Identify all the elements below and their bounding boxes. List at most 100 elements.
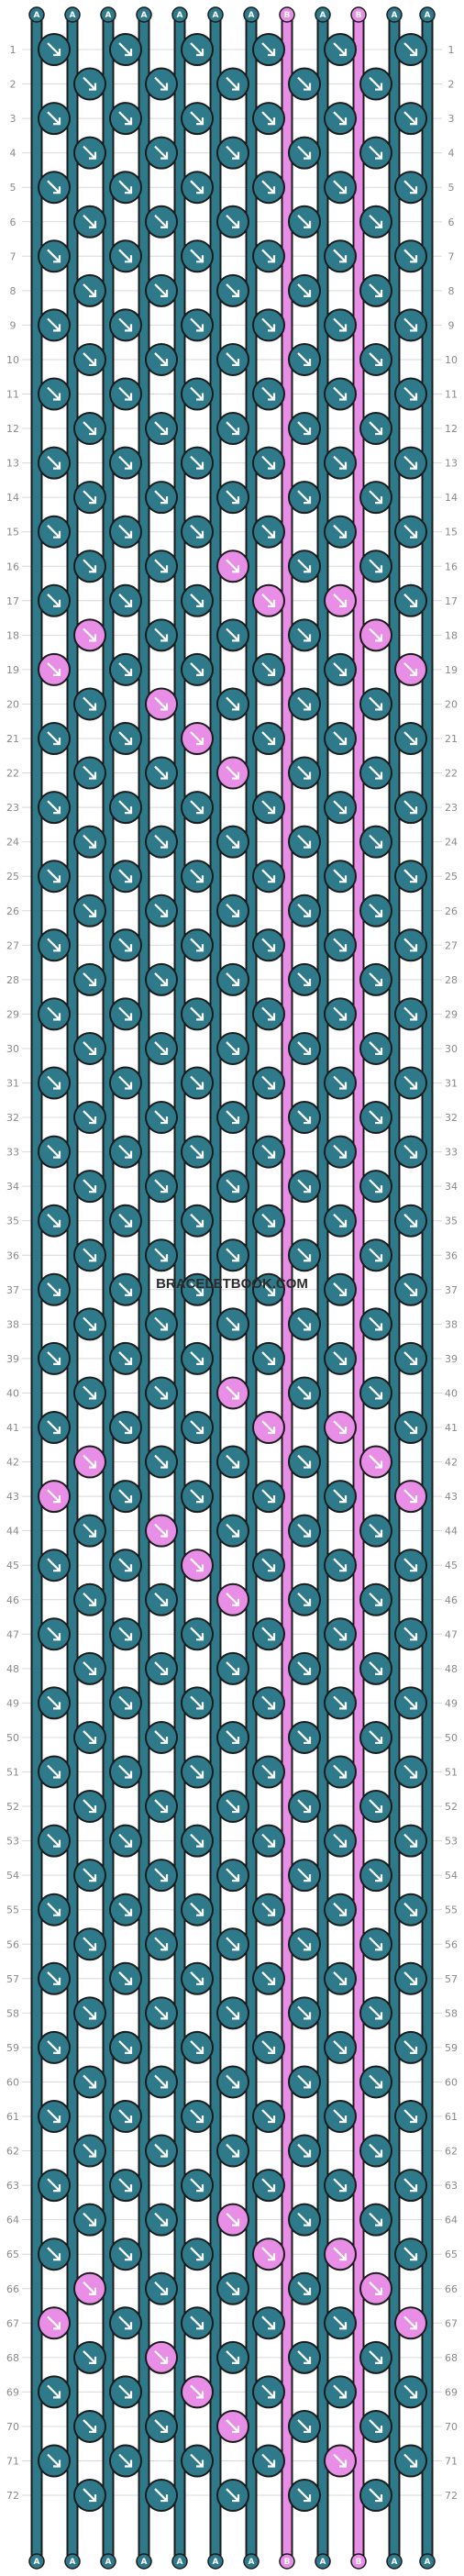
arrow-icon — [297, 145, 311, 160]
row-number-right: 35 — [445, 1216, 458, 1227]
knot-teal — [394, 1893, 427, 1926]
knot-teal — [109, 1480, 142, 1514]
strand-bottom-label: A — [34, 2558, 40, 2567]
arrow-icon — [297, 627, 311, 642]
row-number-left: 15 — [6, 527, 19, 539]
arrow-icon — [83, 76, 96, 91]
arrow-icon — [190, 1971, 204, 1985]
knot-teal — [252, 1617, 285, 1651]
strand-bottom-marker — [171, 2553, 188, 2570]
arrow-icon — [47, 180, 61, 194]
row-number-right: 31 — [445, 1078, 458, 1090]
knot-teal — [324, 2375, 357, 2409]
knot-teal — [216, 825, 249, 859]
knot-teal — [145, 1859, 178, 1893]
arrow-icon — [226, 1110, 239, 1124]
arrow-icon — [297, 972, 311, 986]
knot-teal — [109, 171, 142, 205]
strand-bottom-marker — [315, 2553, 331, 2570]
knot-teal — [216, 2340, 249, 2374]
strand-bottom-marker — [207, 2553, 224, 2570]
knot-teal — [145, 1927, 178, 1961]
arrow-icon — [47, 1282, 61, 1296]
arrow-icon — [118, 111, 132, 125]
knot-teal — [38, 1272, 71, 1306]
knot-teal — [109, 652, 142, 686]
knot-teal — [288, 136, 321, 170]
knot-teal — [216, 273, 249, 307]
knot-teal — [109, 997, 142, 1031]
arrow-icon — [261, 1764, 275, 1779]
arrow-icon — [297, 765, 311, 780]
arrow-icon — [333, 1627, 347, 1641]
knot-teal — [109, 239, 142, 273]
arrow-icon — [83, 1248, 96, 1262]
arrow-icon — [47, 2109, 61, 2123]
knot-teal — [38, 239, 71, 273]
arrow-icon — [154, 1730, 168, 1744]
arrow-icon — [154, 972, 168, 986]
arrow-icon — [83, 2143, 96, 2158]
knot-teal — [181, 1824, 214, 1858]
arrow-icon — [118, 2178, 132, 2192]
knot-teal — [252, 2375, 285, 2409]
arrow-icon — [226, 2212, 239, 2226]
knot-pink — [181, 2375, 214, 2409]
knot-teal — [216, 1651, 249, 1685]
knot-teal — [181, 2169, 214, 2203]
arrow-icon — [118, 1006, 132, 1021]
arrow-icon — [47, 2247, 61, 2260]
knot-teal — [216, 1927, 249, 1961]
knot-teal — [73, 412, 106, 446]
arrow-icon — [190, 1695, 204, 1710]
arrow-icon — [83, 1316, 96, 1331]
knot-teal — [394, 1341, 427, 1375]
knot-teal — [252, 446, 285, 480]
strand-bottom-marker — [350, 2553, 367, 2570]
row-number-left: 29 — [6, 1008, 19, 1020]
knot-teal — [359, 894, 392, 927]
row-number-left: 37 — [6, 1284, 19, 1296]
arrow-icon — [261, 1075, 275, 1090]
row-number-left: 11 — [6, 389, 19, 401]
row-number-right: 55 — [445, 1904, 458, 1916]
knot-teal — [394, 102, 427, 136]
arrow-icon — [226, 1937, 239, 1951]
arrow-icon — [261, 2040, 275, 2054]
knot-teal — [38, 1549, 71, 1582]
knot-teal — [181, 308, 214, 342]
arrow-icon — [261, 1282, 275, 1296]
arrow-icon — [297, 1110, 311, 1124]
row-number-left: 8 — [10, 285, 17, 297]
knot-teal — [394, 791, 427, 825]
arrow-icon — [297, 1868, 311, 1882]
knot-teal — [181, 928, 214, 962]
arrow-icon — [403, 42, 417, 56]
strand-top-label: A — [177, 11, 183, 20]
arrow-icon — [333, 111, 347, 125]
arrow-icon — [83, 1868, 96, 1882]
row-number-right: 54 — [445, 1870, 458, 1882]
knot-teal — [109, 1411, 142, 1444]
arrow-icon — [83, 1523, 96, 1538]
knot-teal — [288, 962, 321, 996]
knot-teal — [38, 1824, 71, 1858]
strand-bottom-marker — [28, 2553, 45, 2570]
knot-teal — [288, 618, 321, 652]
knot-teal — [216, 1445, 249, 1479]
knot-teal — [181, 1066, 214, 1100]
knot-teal — [252, 1272, 285, 1306]
knot-teal — [252, 1755, 285, 1789]
arrow-icon — [333, 662, 347, 676]
arrow-icon — [261, 1971, 275, 1985]
row-number-left: 36 — [6, 1249, 19, 1261]
knot-teal — [109, 1135, 142, 1169]
arrow-icon — [369, 145, 382, 160]
knot-teal — [324, 1341, 357, 1375]
arrow-icon — [261, 1695, 275, 1710]
row-number-right: 71 — [445, 2456, 458, 2468]
arrow-icon — [118, 1213, 132, 1227]
strand-bottom-marker — [419, 2553, 436, 2570]
knot-teal — [38, 1961, 71, 1995]
arrow-icon — [333, 2315, 347, 2330]
